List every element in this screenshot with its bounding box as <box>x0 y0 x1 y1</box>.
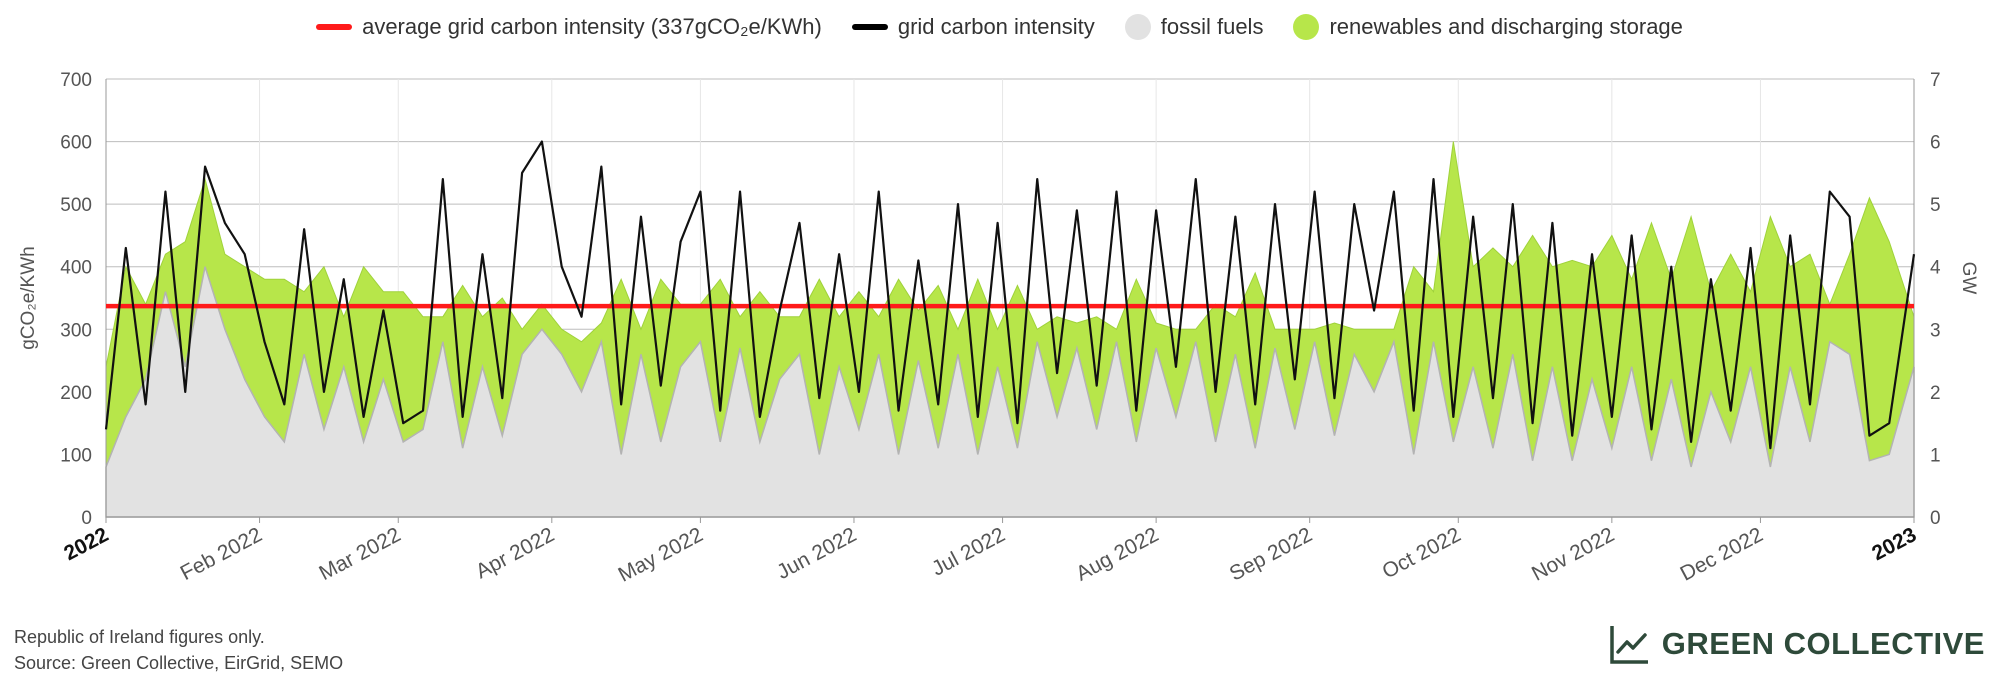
right-tick-label: 6 <box>1930 133 1941 154</box>
x-tick-label: 2022 <box>60 523 112 565</box>
left-tick-label: 500 <box>60 195 92 216</box>
brand-logo[interactable]: GREEN COLLECTIVE <box>1608 622 1985 666</box>
x-tick-label: Mar 2022 <box>315 523 404 585</box>
black-line-swatch-icon <box>851 24 888 30</box>
legend-item-average[interactable]: average grid carbon intensity (337gCO₂e/… <box>316 14 822 40</box>
x-tick-label: May 2022 <box>615 523 707 587</box>
x-tick-label: Apr 2022 <box>472 523 558 583</box>
right-axis-title: GW <box>1958 262 1979 295</box>
fossil-fuels-area <box>105 266 1915 518</box>
grid-intensity-line <box>104 140 1916 450</box>
left-tick-label: 600 <box>60 133 92 154</box>
right-tick-label: 4 <box>1930 258 1941 279</box>
x-tick-label: Feb 2022 <box>177 523 266 585</box>
left-tick-label: 300 <box>60 320 92 341</box>
right-tick-label: 5 <box>1930 195 1941 216</box>
right-tick-label: 7 <box>1930 70 1941 91</box>
line-chart-logo-icon <box>1610 626 1648 664</box>
carbon-intensity-chart: 0 0 100 1 200 2 300 3 400 4 500 5 600 6 700 7 2022 Feb 20… <box>18 70 1979 587</box>
x-tick-label: Sep 2022 <box>1226 523 1316 586</box>
right-tick-label: 0 <box>1930 508 1941 529</box>
left-tick-label: 200 <box>60 383 92 404</box>
left-tick-label: 0 <box>81 508 92 529</box>
x-tick-label: Dec 2022 <box>1677 523 1767 586</box>
grey-dot-swatch-icon <box>1124 14 1151 40</box>
left-axis-title: gCO₂e/KWh <box>18 246 39 349</box>
left-tick-label: 700 <box>60 70 92 91</box>
x-tick-label: Aug 2022 <box>1072 523 1162 586</box>
legend-label-renewables: renewables and discharging storage <box>1329 14 1683 39</box>
footer-note-scope: Republic of Ireland figures only. <box>14 627 265 647</box>
legend-label-average: average grid carbon intensity (337gCO₂e/… <box>362 14 822 39</box>
legend-label-fossil: fossil fuels <box>1160 14 1264 39</box>
left-tick-label: 100 <box>60 445 92 466</box>
x-tick-label: Jul 2022 <box>928 523 1009 581</box>
chart-legend: average grid carbon intensity (337gCO₂e/… <box>0 14 1999 40</box>
x-tick-label: Oct 2022 <box>1379 523 1465 583</box>
legend-label-intensity: grid carbon intensity <box>897 14 1095 39</box>
left-tick-label: 400 <box>60 258 92 279</box>
right-tick-label: 3 <box>1930 320 1941 341</box>
x-tick-label: Jun 2022 <box>773 523 860 584</box>
legend-item-fossil[interactable]: fossil fuels <box>1124 14 1264 40</box>
brand-name: GREEN COLLECTIVE <box>1661 626 1985 661</box>
red-line-swatch-icon <box>316 24 353 30</box>
right-tick-label: 1 <box>1930 445 1941 466</box>
footer-note: Republic of Ireland figures only. Source… <box>14 624 343 676</box>
legend-item-renewables[interactable]: renewables and discharging storage <box>1293 14 1683 40</box>
green-dot-swatch-icon <box>1293 14 1320 40</box>
footer-note-source: Source: Green Collective, EirGrid, SEMO <box>14 653 344 673</box>
right-tick-label: 2 <box>1930 383 1941 404</box>
legend-item-intensity[interactable]: grid carbon intensity <box>851 14 1095 40</box>
x-tick-label: Nov 2022 <box>1528 523 1618 586</box>
x-tick-label: 2023 <box>1868 523 1920 565</box>
